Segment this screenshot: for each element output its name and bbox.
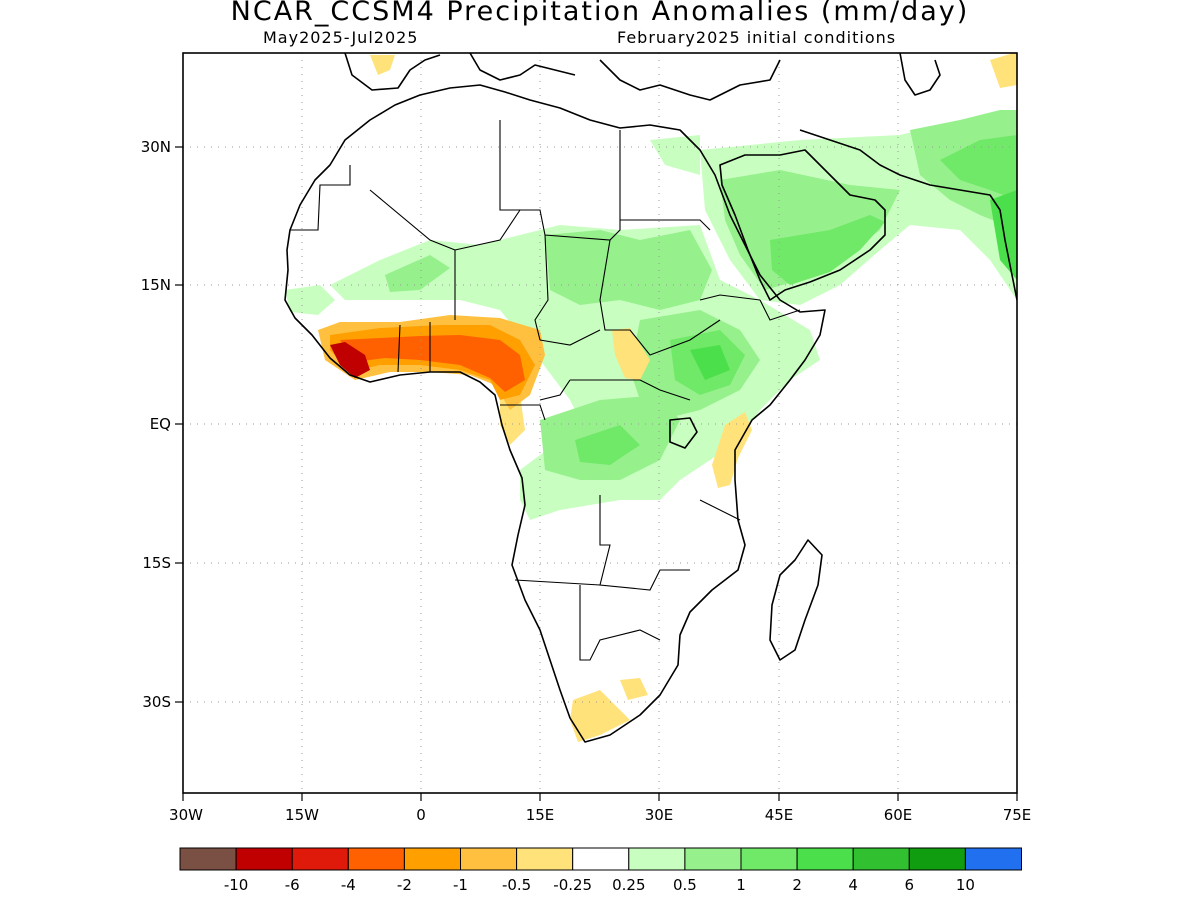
lon-label: 30E [645, 806, 674, 824]
lon-label: 15W [285, 806, 319, 824]
colorbar-swatch [347, 847, 405, 871]
colorbar-label: -0.5 [502, 876, 531, 894]
colorbar-swatch [235, 847, 293, 871]
colorbar-label: 10 [956, 876, 975, 894]
colorbar-swatch [516, 847, 574, 871]
lon-label: 45E [765, 806, 794, 824]
colorbar-swatch [460, 847, 518, 871]
lon-label: 60E [884, 806, 913, 824]
colorbar-legend: -10 -6 -4 -2 -1 -0.5 -0.25 0.25 0.5 1 2 4 6 10 [179, 847, 1023, 894]
colorbar-swatch [964, 847, 1023, 871]
colorbar-swatch [684, 847, 742, 871]
colorbar-label: 0.25 [612, 876, 645, 894]
initial-conditions: February2025 initial conditions [617, 28, 897, 47]
colorbar-swatch [179, 847, 237, 871]
lon-label: 75E [1003, 806, 1032, 824]
colorbar-label: 6 [905, 876, 915, 894]
lon-label: 0 [416, 806, 426, 824]
forecast-period: May2025-Jul2025 [263, 28, 419, 47]
lon-label: 30W [169, 806, 203, 824]
longitude-labels: 30W 15W 0 15E 30E 45E 60E 75E [169, 806, 1031, 824]
colorbar-label: 4 [848, 876, 858, 894]
colorbar-label: 0.5 [673, 876, 697, 894]
lat-label: 30S [142, 693, 171, 711]
colorbar-label: 1 [736, 876, 746, 894]
lat-label: 30N [141, 138, 171, 156]
colorbar-swatch [796, 847, 854, 871]
lat-label: 15N [141, 276, 171, 294]
colorbar-label: 2 [792, 876, 802, 894]
map-gridlines [183, 53, 1017, 793]
colorbar-swatch [291, 847, 349, 871]
colorbar-swatch [908, 847, 966, 871]
colorbar-label: -0.25 [553, 876, 592, 894]
latitude-labels: 30N 15N EQ 15S 30S [141, 138, 171, 711]
colorbar-label: -6 [285, 876, 300, 894]
colorbar-label: -10 [224, 876, 249, 894]
colorbar-swatch [572, 847, 630, 871]
colorbar-swatch [852, 847, 910, 871]
colorbar-swatch [628, 847, 686, 871]
lon-label: 15E [526, 806, 555, 824]
lat-label: 15S [142, 554, 171, 572]
colorbar-swatch [403, 847, 461, 871]
colorbar-label: -1 [453, 876, 468, 894]
colorbar-swatch [740, 847, 798, 871]
axis-ticks [175, 146, 1018, 801]
map-title: NCAR_CCSM4 Precipitation Anomalies (mm/d… [230, 0, 970, 27]
colorbar-label: -4 [341, 876, 356, 894]
colorbar-label: -2 [397, 876, 412, 894]
map-frame [182, 52, 1018, 794]
country-borders [290, 120, 801, 661]
anomaly-shading [285, 53, 1017, 742]
coastlines [284, 53, 1017, 743]
lat-label: EQ [150, 415, 171, 433]
